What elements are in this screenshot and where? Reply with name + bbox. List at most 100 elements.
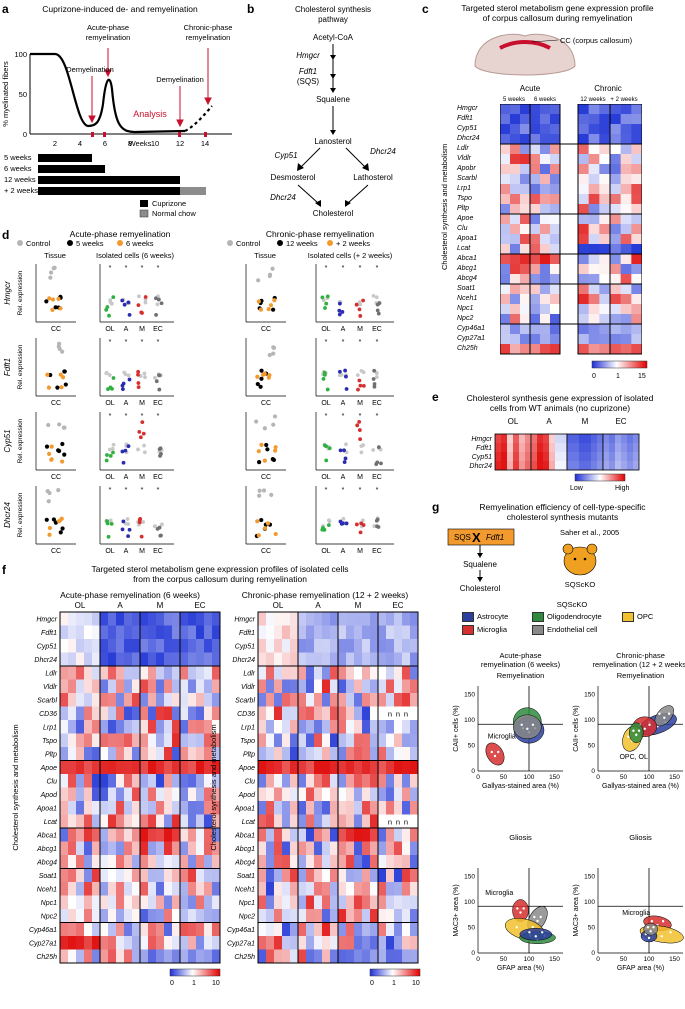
f-cell	[346, 652, 355, 667]
d-dot	[56, 488, 61, 493]
c-cell	[620, 294, 632, 305]
f-cell	[60, 841, 69, 856]
f-cell	[140, 625, 149, 640]
c-cell	[540, 234, 551, 245]
f-cell	[124, 895, 133, 910]
f-cell	[188, 666, 197, 680]
f-cell	[274, 639, 283, 653]
f-gene-label: Npc2	[239, 914, 255, 921]
f-cell	[402, 693, 411, 707]
f-cell	[212, 652, 221, 667]
d-dot	[47, 532, 52, 537]
f-cell	[132, 733, 141, 748]
f-cell	[76, 909, 85, 923]
f-cell	[156, 936, 165, 950]
e-cell	[591, 461, 598, 471]
f-cell	[164, 895, 173, 910]
f-cell	[362, 652, 371, 667]
e-cell	[585, 452, 592, 462]
d-dot	[374, 518, 379, 523]
f-cell	[180, 841, 189, 856]
f-cell	[180, 625, 189, 640]
f-cell	[68, 612, 77, 626]
f-cell	[212, 868, 221, 883]
f-cell	[274, 733, 283, 748]
g-point	[650, 920, 654, 923]
c-cell	[620, 254, 632, 265]
f-cell	[346, 801, 355, 815]
f-cell	[290, 733, 299, 748]
f-cell	[290, 868, 299, 883]
f-cell	[378, 679, 387, 694]
d-sig: *	[359, 339, 362, 346]
c-cell	[510, 274, 521, 285]
f-cell	[92, 774, 101, 788]
c-cell	[620, 274, 632, 285]
f-cell	[338, 720, 347, 734]
e-gene-label: Hmgcr	[471, 436, 492, 443]
f-cell	[330, 666, 339, 680]
c-cell	[610, 334, 621, 345]
f-cell	[196, 814, 205, 829]
f-cell	[148, 774, 157, 788]
f-cell	[282, 747, 291, 761]
f-cell	[314, 639, 323, 653]
c-cell	[578, 104, 589, 115]
f-cell	[282, 841, 291, 856]
f-cell	[378, 787, 387, 802]
f-cell	[258, 679, 267, 694]
f-cell	[140, 949, 149, 964]
f-cell	[76, 639, 85, 653]
g-point	[661, 920, 665, 923]
c-heatmap	[500, 104, 642, 355]
f-cell	[386, 612, 395, 626]
f-cell	[282, 612, 291, 626]
d-dot	[153, 296, 158, 301]
d-dot	[358, 437, 363, 442]
e-cell	[501, 434, 508, 444]
f-cell	[164, 612, 173, 626]
g-tick: 50	[620, 956, 628, 963]
f-cell	[172, 679, 181, 694]
f-cell	[204, 868, 213, 883]
svg-text:2: 2	[53, 139, 57, 148]
f-cell	[140, 612, 149, 626]
f-gene-label: Soat1	[39, 873, 57, 880]
g-plot-sub: Remyelination	[617, 671, 665, 680]
g-point	[519, 911, 522, 914]
f-gene-label: Ldlr	[243, 671, 255, 678]
f-cell	[124, 814, 133, 829]
f-cell	[386, 733, 395, 748]
f-cell	[410, 720, 419, 734]
f-cell	[100, 706, 109, 721]
c-cell	[631, 214, 642, 225]
f-cell	[60, 855, 69, 869]
d-dot	[105, 453, 109, 457]
f-cell	[338, 909, 347, 923]
e-cell	[579, 461, 586, 471]
c-cell	[530, 324, 541, 335]
c-cell	[631, 184, 642, 195]
f-cell	[132, 625, 141, 640]
f-cell	[354, 612, 363, 626]
f-cell	[370, 666, 379, 680]
g-point	[660, 935, 663, 938]
f-cell	[378, 706, 387, 721]
f-cell	[116, 706, 125, 721]
e-cell	[543, 452, 550, 462]
d-dot	[255, 381, 260, 387]
c-cell	[530, 314, 541, 325]
e-cell	[561, 452, 568, 462]
c-cell	[631, 324, 642, 335]
c-cell	[520, 244, 531, 255]
g-ellipse	[629, 722, 644, 743]
c-cell	[588, 334, 600, 345]
d-cell-label: OL	[321, 326, 330, 333]
g-point	[531, 926, 534, 929]
f-cell	[370, 909, 379, 923]
f-cell	[156, 855, 165, 869]
f-cell	[306, 639, 315, 653]
f-cell	[274, 895, 283, 910]
d-cell-label: A	[124, 326, 129, 333]
panel-f-title: Targeted sterol metabolism gene expressi…	[91, 564, 349, 584]
